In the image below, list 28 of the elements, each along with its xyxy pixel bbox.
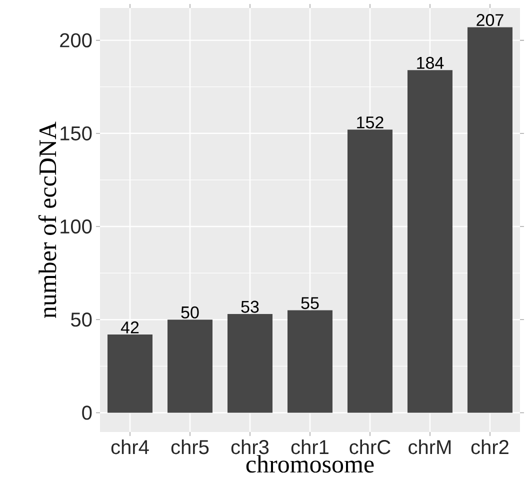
- bar: [228, 314, 272, 413]
- data-label: 207: [476, 14, 504, 26]
- x-tick-label: chrM: [408, 440, 451, 454]
- x-tick-label: chr3: [231, 440, 269, 454]
- y-axis-title: number of eccDNA: [38, 122, 56, 318]
- x-tick-label: chrC: [350, 440, 390, 454]
- bar: [347, 130, 392, 413]
- data-label: 55: [301, 297, 319, 310]
- data-label: 184: [417, 56, 444, 69]
- y-tick-label: 50: [71, 312, 92, 327]
- y-tick-label: 200: [60, 33, 92, 48]
- bar: [288, 310, 332, 413]
- x-tick-label: chr4: [111, 440, 149, 454]
- data-label: 42: [120, 321, 139, 334]
- data-label: 152: [357, 116, 384, 128]
- bar: [407, 70, 452, 413]
- x-tick-label: chr2: [471, 440, 508, 454]
- x-tick-label: chr5: [171, 440, 209, 454]
- data-label: 50: [181, 306, 199, 318]
- y-tick-label: 150: [60, 126, 92, 140]
- bar: [467, 27, 512, 413]
- y-tick-label: 0: [82, 406, 92, 420]
- bar: [108, 334, 152, 413]
- y-tick-label: 100: [60, 219, 92, 234]
- data-label: 53: [241, 300, 259, 313]
- x-tick-label: chr1: [291, 440, 328, 454]
- bar: [168, 320, 212, 413]
- x-axis-title: chromosome: [246, 455, 374, 473]
